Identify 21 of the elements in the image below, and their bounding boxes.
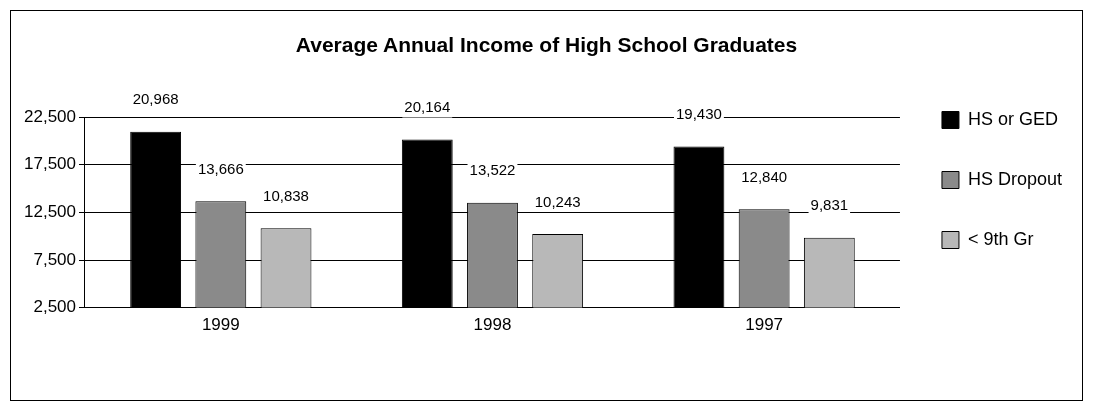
data-label: 20,968	[132, 90, 179, 108]
y-tick-label: 2,500	[33, 297, 76, 317]
data-label: 12,840	[741, 167, 788, 185]
data-label: 13,522	[469, 161, 516, 179]
x-tick-label: 1999	[201, 315, 240, 335]
data-label: 10,838	[263, 186, 309, 204]
data-label: 10,243	[534, 192, 581, 210]
legend-label: HS or GED	[967, 108, 1058, 129]
data-label: 9,831	[810, 196, 849, 214]
data-label: 20,164	[404, 98, 451, 116]
legend-label: < 9th Gr	[967, 228, 1034, 249]
y-tick-label: 12,500	[24, 202, 76, 222]
x-tick-label: 1998	[473, 315, 512, 335]
legend-label: HS Dropout	[967, 168, 1062, 189]
x-tick-label: 1997	[745, 315, 784, 335]
chart-title: Average Annual Income of High School Graduates	[295, 33, 798, 57]
data-label: 19,430	[675, 105, 722, 123]
data-label: 13,666	[197, 159, 244, 177]
y-tick-label: 22,500	[24, 106, 76, 126]
y-tick-label: 7,500	[33, 249, 76, 269]
y-tick-label: 17,500	[24, 154, 76, 174]
